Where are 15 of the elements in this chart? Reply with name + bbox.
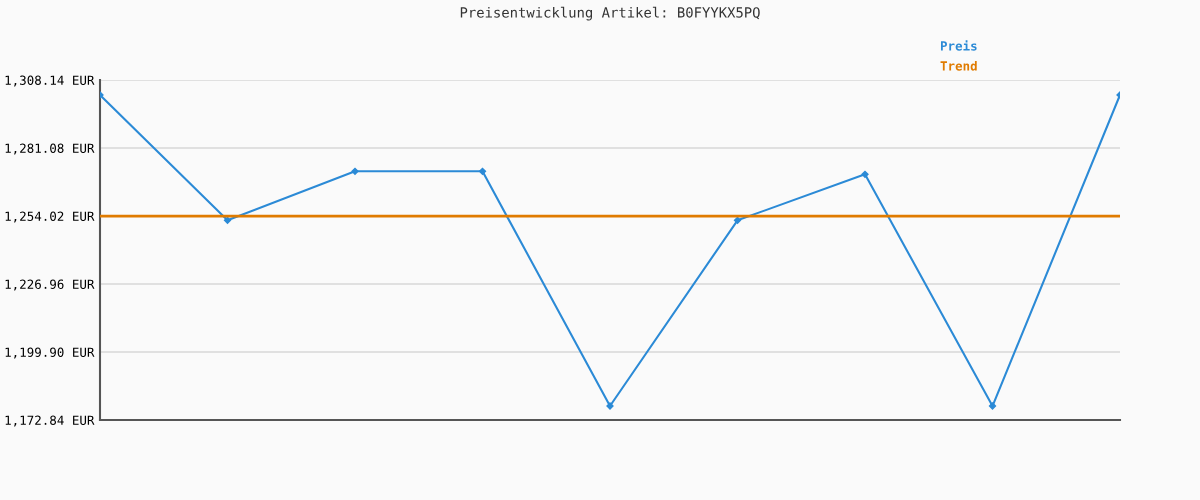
text: Preis [940, 40, 977, 51]
point [351, 167, 359, 175]
y-tick-label: 1,199.90 EUR [5, 347, 95, 359]
point [988, 402, 997, 410]
y-tick-label: 1,254.02 EUR [5, 211, 95, 223]
point [478, 167, 487, 175]
point [223, 216, 232, 224]
point [733, 216, 742, 224]
point [861, 170, 869, 178]
chart-title: Preisentwicklung Artikel: B0FYYKX5PQ [460, 6, 760, 21]
y-tick-label: 1,281.08 EUR [5, 143, 95, 155]
y-tick-label: 1,308.14 EUR [5, 75, 95, 87]
y-tick-label: 1,226.96 EUR [5, 279, 95, 291]
y-tick-label: 1,172.84 EUR [5, 415, 95, 427]
text: Trend [940, 60, 977, 71]
